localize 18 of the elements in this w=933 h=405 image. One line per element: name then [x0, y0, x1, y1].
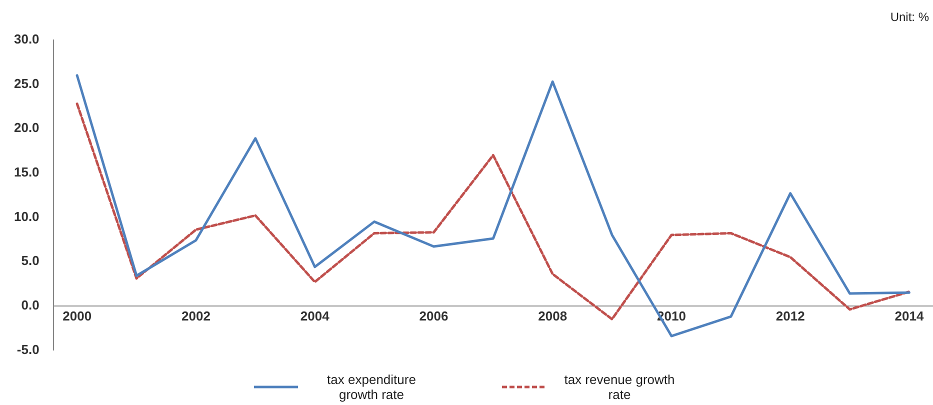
legend-label: tax expenditure growth rate [326, 372, 417, 402]
x-tick-label: 2002 [181, 308, 210, 324]
x-tick-label: 2006 [419, 308, 448, 324]
y-tick-label: 5.0 [21, 253, 40, 268]
y-tick-label: 30.0 [14, 32, 40, 47]
y-tick-label: 10.0 [14, 208, 40, 224]
y-tick-label: 25.0 [14, 76, 40, 91]
x-tick-label: 2008 [538, 308, 568, 324]
x-tick-label: 2000 [62, 308, 92, 324]
y-tick-label: 15.0 [14, 164, 40, 180]
x-tick-label: 2012 [776, 308, 805, 324]
x-tick-label: 2004 [300, 308, 330, 324]
y-tick-label: -5.0 [16, 342, 40, 357]
y-tick-label: 0.0 [21, 297, 40, 312]
y-tick-label: 20.0 [14, 120, 40, 136]
text: Unit: % [890, 10, 929, 24]
x-tick-label: 2014 [894, 308, 924, 324]
legend-label: tax revenue growth rate [563, 372, 676, 402]
